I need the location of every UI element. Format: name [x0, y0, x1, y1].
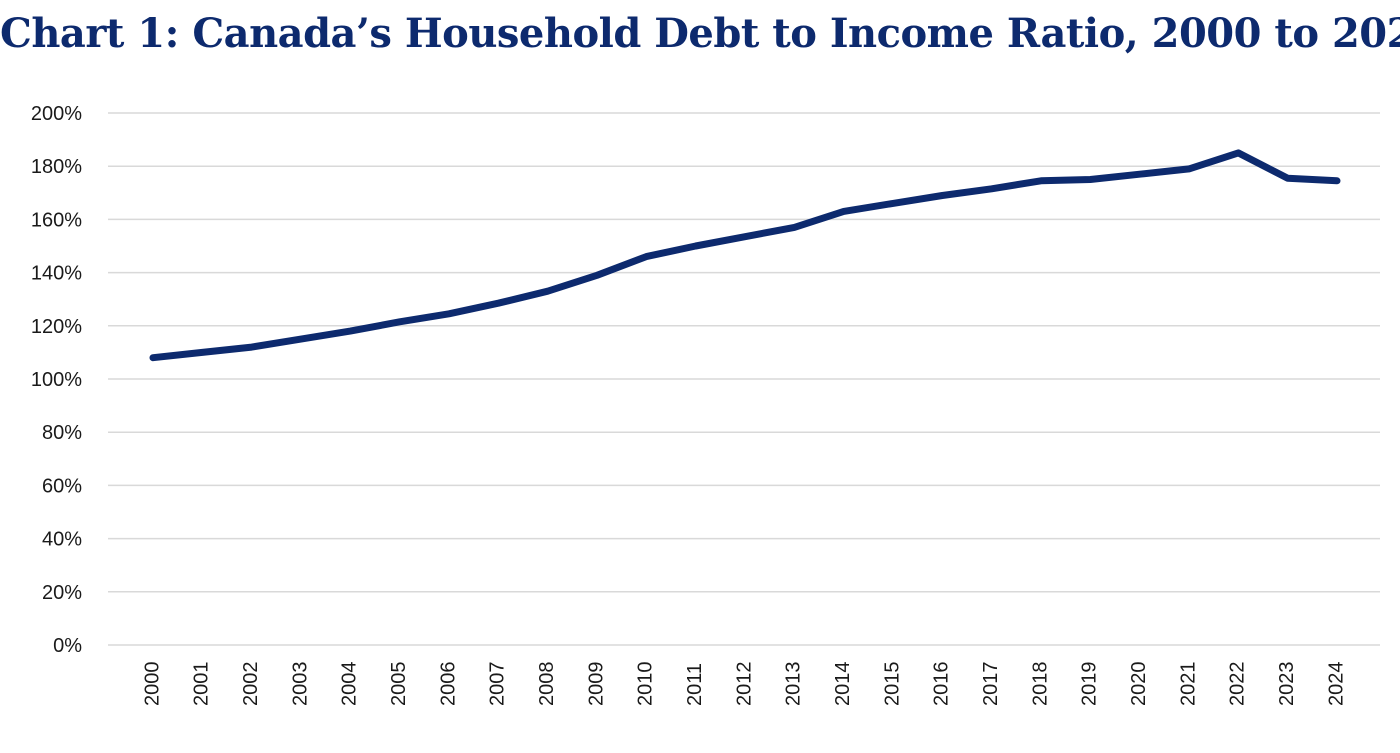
- data-point: [199, 349, 206, 356]
- x-tick-label: 2013: [783, 662, 805, 707]
- x-tick-label: 2016: [931, 662, 953, 707]
- data-point: [396, 318, 403, 325]
- x-tick-label: 2019: [1079, 662, 1101, 707]
- x-tick-label: 2004: [339, 662, 361, 707]
- y-tick-label: 180%: [31, 156, 82, 178]
- data-point: [347, 328, 354, 335]
- data-point: [742, 233, 748, 240]
- gridlines: [108, 112, 1380, 646]
- data-point: [1186, 165, 1192, 172]
- x-tick-label: 2012: [733, 662, 755, 707]
- x-tick-label: 2017: [980, 661, 1002, 706]
- series-line: [149, 149, 1341, 362]
- y-tick-label: 160%: [31, 209, 82, 231]
- x-tick-label: 2021: [1177, 662, 1199, 707]
- chart-title: Chart 1: Canada’s Household Debt to Inco…: [0, 10, 1400, 57]
- x-tick-label: 2006: [437, 662, 459, 707]
- data-point: [1136, 171, 1143, 178]
- x-tick-label: 2009: [585, 662, 607, 707]
- data-point: [1284, 175, 1291, 182]
- x-tick-label: 2003: [289, 662, 311, 707]
- x-tick-label: 2023: [1276, 662, 1298, 707]
- y-tick-label: 100%: [31, 369, 82, 391]
- x-tick-label: 2008: [536, 662, 558, 707]
- data-point: [840, 208, 847, 215]
- x-tick-label: 2000: [141, 662, 163, 707]
- data-point: [988, 185, 995, 192]
- x-tick-label: 2020: [1128, 662, 1150, 707]
- y-tick-label: 80%: [42, 422, 82, 444]
- x-tick-label: 2005: [388, 662, 410, 707]
- x-tick-label: 2011: [684, 663, 706, 706]
- data-point: [939, 192, 946, 199]
- x-tick-label: 2002: [240, 662, 262, 707]
- x-tick-label: 2014: [832, 662, 854, 707]
- data-point: [594, 272, 600, 279]
- data-point: [890, 200, 896, 207]
- data-point: [544, 288, 551, 295]
- data-point: [1334, 177, 1340, 184]
- x-tick-label: 2022: [1227, 662, 1249, 707]
- y-tick-label: 140%: [31, 263, 82, 285]
- y-tick-label: 0%: [53, 635, 82, 657]
- data-point: [692, 243, 699, 249]
- data-point: [298, 336, 304, 343]
- y-tick-label: 200%: [31, 103, 82, 125]
- y-tick-label: 20%: [42, 582, 82, 604]
- x-tick-label: 2018: [1029, 662, 1051, 707]
- series-layer: [149, 149, 1341, 362]
- data-point: [248, 344, 255, 351]
- x-axis-tick-labels: 2000 2001 2002 2003 2004 2005 2006 2007 2008 2009…: [141, 661, 1347, 706]
- x-tick-label: 2010: [635, 662, 657, 707]
- x-tick-label: 2015: [881, 662, 903, 707]
- data-point: [1087, 176, 1094, 183]
- x-tick-label: 2007: [487, 662, 509, 707]
- data-point: [643, 253, 650, 260]
- data-point: [1235, 149, 1242, 156]
- y-tick-label: 40%: [42, 529, 82, 551]
- x-tick-label: 2024: [1325, 662, 1347, 707]
- data-point: [446, 310, 452, 317]
- y-tick-label: 60%: [42, 475, 82, 497]
- y-axis-tick-labels: 0% 20% 40% 60% 80% 100% 120% 140% 160% 180% 200%: [31, 103, 82, 657]
- data-point: [791, 224, 798, 231]
- data-point: [150, 354, 156, 361]
- x-tick-label: 2001: [191, 662, 213, 707]
- data-point: [495, 300, 502, 307]
- data-point: [1038, 177, 1044, 184]
- y-tick-label: 120%: [31, 316, 82, 338]
